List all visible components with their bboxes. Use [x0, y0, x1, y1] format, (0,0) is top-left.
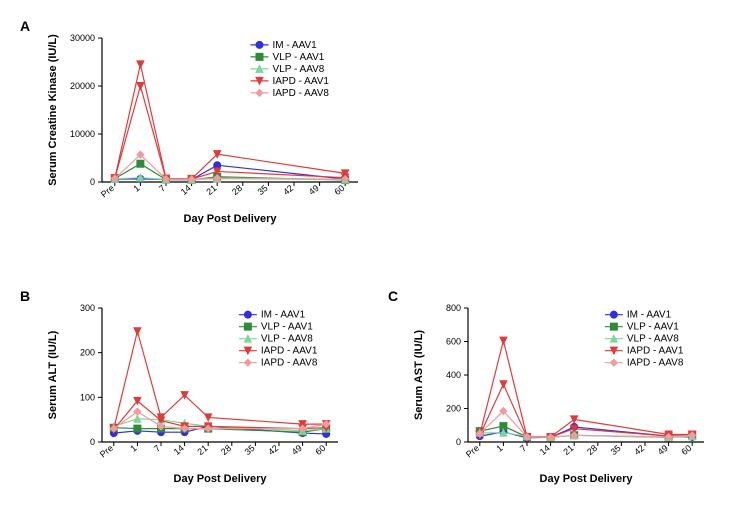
svg-text:14: 14: [179, 183, 193, 197]
svg-text:0: 0: [456, 437, 461, 447]
svg-text:35: 35: [243, 443, 257, 457]
svg-text:60: 60: [332, 183, 346, 197]
svg-text:IAPD - AAV8: IAPD - AAV8: [627, 358, 684, 369]
svg-text:49: 49: [656, 443, 670, 457]
svg-text:14: 14: [172, 443, 186, 457]
svg-text:Pre: Pre: [464, 443, 481, 460]
legend-C: IM - AAV1VLP - AAV1VLP - AAV8IAPD - AAV1…: [605, 310, 684, 369]
svg-text:21: 21: [561, 443, 575, 457]
svg-text:60: 60: [313, 443, 327, 457]
panel-C: 0200400600800Pre1714212835424960Serum AS…: [413, 303, 704, 485]
figure: A B C 0100002000030000Pre171421283542496…: [0, 0, 736, 525]
svg-text:IM - AAV1: IM - AAV1: [272, 40, 317, 51]
legend-A: IM - AAV1VLP - AAV1VLP - AAV8IAPD - AAV1…: [250, 40, 329, 99]
svg-text:21: 21: [195, 443, 209, 457]
panel-label-A: A: [20, 18, 30, 34]
svg-text:VLP - AAV1: VLP - AAV1: [272, 52, 324, 63]
legend-B: IM - AAV1VLP - AAV1VLP - AAV8IAPD - AAV1…: [239, 310, 318, 369]
svg-text:IAPD - AAV8: IAPD - AAV8: [272, 88, 329, 99]
svg-text:10000: 10000: [70, 129, 95, 139]
svg-text:49: 49: [290, 443, 304, 457]
svg-text:Pre: Pre: [98, 443, 115, 460]
svg-text:30000: 30000: [70, 33, 95, 43]
svg-text:0: 0: [90, 177, 95, 187]
svg-text:VLP - AAV1: VLP - AAV1: [261, 322, 313, 333]
svg-text:20000: 20000: [70, 81, 95, 91]
svg-text:28: 28: [219, 443, 233, 457]
svg-text:IAPD - AAV1: IAPD - AAV1: [272, 76, 329, 87]
chart-svg: 0100002000030000Pre1714212835424960Serum…: [0, 0, 736, 525]
panel-label-C: C: [388, 288, 398, 304]
svg-text:IAPD - AAV1: IAPD - AAV1: [627, 346, 684, 357]
svg-text:100: 100: [80, 392, 95, 402]
svg-text:IM - AAV1: IM - AAV1: [261, 310, 306, 321]
svg-text:300: 300: [80, 303, 95, 313]
svg-text:28: 28: [230, 183, 244, 197]
svg-text:35: 35: [609, 443, 623, 457]
svg-text:Serum AST (IU/L): Serum AST (IU/L): [413, 330, 425, 420]
svg-text:28: 28: [585, 443, 599, 457]
svg-text:21: 21: [204, 183, 218, 197]
panel-label-B: B: [20, 288, 30, 304]
svg-text:Day Post Delivery: Day Post Delivery: [540, 473, 634, 485]
svg-text:VLP - AAV1: VLP - AAV1: [627, 322, 679, 333]
svg-text:VLP - AAV8: VLP - AAV8: [261, 334, 313, 345]
svg-text:VLP - AAV8: VLP - AAV8: [627, 334, 679, 345]
svg-text:200: 200: [80, 348, 95, 358]
svg-text:600: 600: [446, 337, 461, 347]
svg-text:42: 42: [281, 183, 295, 197]
svg-text:IAPD - AAV1: IAPD - AAV1: [261, 346, 318, 357]
svg-text:Pre: Pre: [99, 183, 116, 200]
svg-text:49: 49: [307, 183, 321, 197]
svg-text:42: 42: [266, 443, 280, 457]
svg-text:14: 14: [538, 443, 552, 457]
svg-text:VLP - AAV8: VLP - AAV8: [272, 64, 324, 75]
svg-text:Day Post Delivery: Day Post Delivery: [174, 473, 268, 485]
svg-text:Day Post Delivery: Day Post Delivery: [184, 213, 278, 225]
svg-text:35: 35: [256, 183, 270, 197]
svg-text:400: 400: [446, 370, 461, 380]
svg-text:200: 200: [446, 404, 461, 414]
svg-text:Serum ALT (IU/L): Serum ALT (IU/L): [47, 330, 59, 419]
svg-text:IAPD - AAV8: IAPD - AAV8: [261, 358, 318, 369]
svg-text:60: 60: [679, 443, 693, 457]
svg-text:0: 0: [90, 437, 95, 447]
svg-text:42: 42: [632, 443, 646, 457]
panel-A: 0100002000030000Pre1714212835424960Serum…: [47, 33, 358, 225]
svg-text:IM - AAV1: IM - AAV1: [627, 310, 672, 321]
panel-B: 0100200300Pre1714212835424960Serum ALT (…: [47, 303, 338, 485]
svg-text:800: 800: [446, 303, 461, 313]
svg-text:Serum Creatine Kinase (IU/L): Serum Creatine Kinase (IU/L): [47, 34, 59, 186]
